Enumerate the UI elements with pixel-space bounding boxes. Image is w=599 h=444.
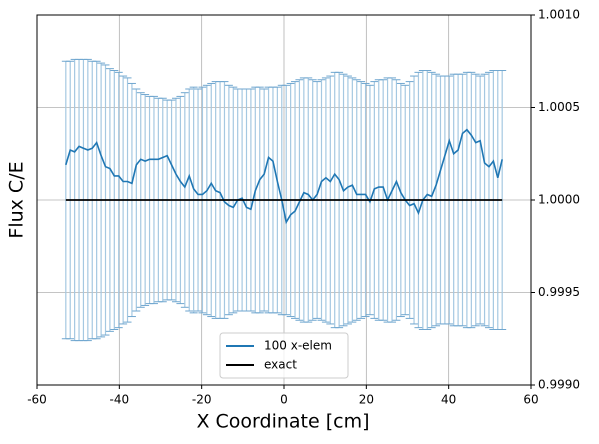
x-tick-label: 0 <box>280 393 288 407</box>
legend: 100 x-elem exact <box>219 332 349 379</box>
y-axis-label: Flux C/E <box>6 161 28 238</box>
legend-label: exact <box>264 358 297 372</box>
y-tick-label: 0.9990 <box>538 378 580 392</box>
x-tick-label: 40 <box>441 393 456 407</box>
legend-label: 100 x-elem <box>264 339 332 353</box>
x-tick-label: 60 <box>523 393 538 407</box>
y-tick-label: 1.0005 <box>538 100 580 114</box>
x-tick-label: 20 <box>359 393 374 407</box>
x-axis-label: X Coordinate [cm] <box>196 411 369 433</box>
y-tick-label: 0.9995 <box>538 285 580 299</box>
y-tick-label: 1.0000 <box>538 193 580 207</box>
plot-frame <box>36 14 532 386</box>
y-tick-label: 1.0010 <box>538 8 580 22</box>
x-tick-label: -60 <box>27 393 47 407</box>
series-line <box>65 128 503 225</box>
x-tick-label: -20 <box>192 393 212 407</box>
legend-box <box>219 332 349 379</box>
x-tick-label: -40 <box>110 393 130 407</box>
